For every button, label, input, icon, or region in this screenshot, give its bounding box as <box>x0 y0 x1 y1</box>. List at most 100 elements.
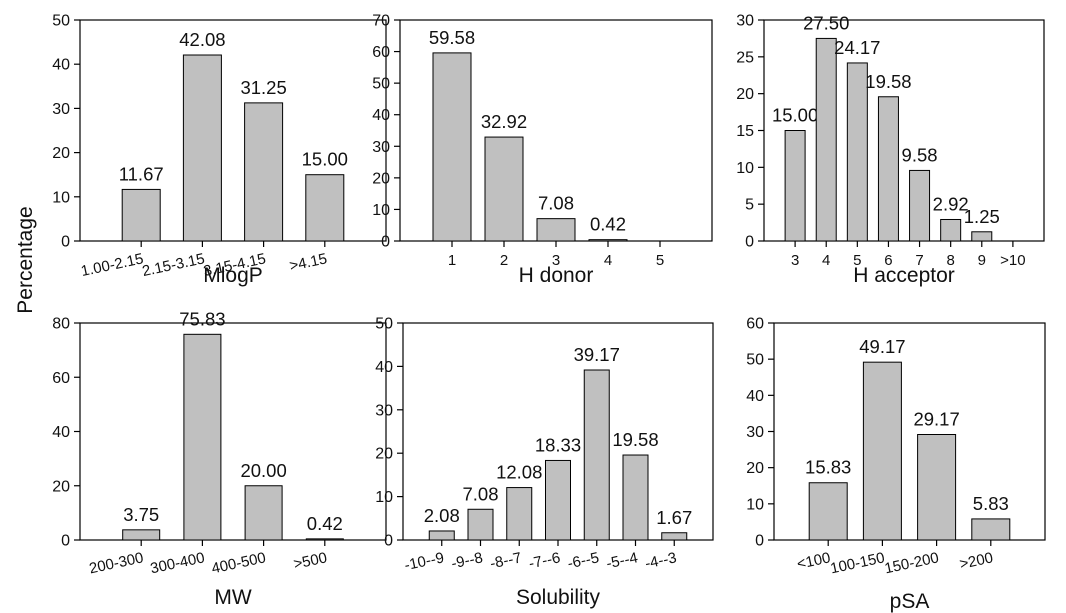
y-tick-label: 30 <box>52 101 70 118</box>
bar <box>583 369 610 541</box>
y-tick-label: 30 <box>372 139 390 156</box>
data-label: 29.17 <box>913 409 959 430</box>
x-tick-label: 150-200 <box>883 549 940 577</box>
data-label: 11.67 <box>119 163 164 184</box>
bar <box>305 538 344 541</box>
bar <box>183 333 222 541</box>
bar <box>244 102 284 242</box>
x-tick-label: 3 <box>552 252 560 269</box>
x-tick-label: -9--8 <box>450 549 485 572</box>
data-label: 3.75 <box>123 504 159 525</box>
bar <box>305 174 345 242</box>
y-tick-label: 80 <box>52 316 70 333</box>
y-tick-label: 10 <box>746 496 764 513</box>
data-label: 42.08 <box>179 29 225 50</box>
bar <box>484 136 524 242</box>
x-tick-label: 200-300 <box>88 549 145 577</box>
bar <box>432 52 472 242</box>
y-tick-label: 10 <box>372 202 390 219</box>
x-tick-label: >500 <box>292 549 329 573</box>
x-tick-label: -5--4 <box>605 549 640 572</box>
x-tick-label: 300-400 <box>149 549 206 577</box>
data-label: 2.92 <box>933 193 969 214</box>
data-label: 5.83 <box>973 493 1009 514</box>
x-tick-label: 2 <box>500 252 508 269</box>
y-tick-label: 0 <box>745 234 754 251</box>
y-tick-label: 0 <box>755 533 764 550</box>
bar <box>622 454 649 541</box>
data-label: 1.25 <box>964 206 1000 227</box>
x-tick-label: 5 <box>853 252 861 269</box>
y-tick-label: 40 <box>372 107 390 124</box>
chart-1: 0 10 20 30 40 50 11.67 1.00-2.15 42.08 2.15-3.15 3… <box>52 13 387 287</box>
x-tick-label: 1.00-2.15 <box>79 250 145 280</box>
plot-frame <box>763 19 1045 242</box>
bar <box>588 239 628 242</box>
x-tick-label: 4 <box>604 252 612 269</box>
data-label: 59.58 <box>429 27 475 48</box>
y-tick-label: 30 <box>746 424 764 441</box>
x-tick-label: 9 <box>978 252 986 269</box>
data-label: 15.00 <box>302 149 348 170</box>
x-tick-label: -4--3 <box>644 549 679 572</box>
x-tick-label: 100-150 <box>829 549 886 577</box>
data-label: 0.42 <box>590 214 626 235</box>
y-tick-label: 10 <box>52 189 70 206</box>
data-label: 2.08 <box>424 505 460 526</box>
x-tick-label: 3 <box>791 252 799 269</box>
y-tick-label: 60 <box>372 44 390 61</box>
x-tick-label: 7 <box>915 252 923 269</box>
bar <box>122 529 161 541</box>
y-tick-label: 50 <box>746 352 764 369</box>
y-tick-label: 5 <box>745 197 754 214</box>
data-label: 19.58 <box>612 429 658 450</box>
x-tick-label: -6--5 <box>566 549 601 572</box>
y-tick-label: 70 <box>372 13 390 30</box>
chart-6: 0 10 20 30 40 50 60 15.83 <100 49.17 100-150 29.17 1… <box>746 316 1046 613</box>
x-tick-label: 5 <box>656 252 664 269</box>
y-tick-label: 20 <box>746 460 764 477</box>
y-tick-label: 20 <box>736 86 754 103</box>
data-label: 39.17 <box>574 344 620 365</box>
y-tick-label: 10 <box>736 160 754 177</box>
y-tick-label: 60 <box>746 316 764 333</box>
y-tick-label: 15 <box>736 123 754 140</box>
x-tick-label: -8--7 <box>489 549 524 572</box>
bar <box>545 459 571 541</box>
x-tick-label: <100 <box>795 549 832 573</box>
bar <box>467 508 494 541</box>
x-tick-label: -10--9 <box>403 549 446 574</box>
x-tick-label: 400-500 <box>210 549 267 577</box>
data-label: 0.42 <box>307 513 343 534</box>
bar <box>121 188 161 242</box>
x-axis-label: H donor <box>519 264 594 287</box>
x-axis-label: H acceptor <box>853 264 955 287</box>
x-tick-label: -7--6 <box>527 549 562 572</box>
chart-5: 0 10 20 30 40 50 2.08 -10--9 7.08 -9--8 12.08 -8--7… <box>375 316 714 609</box>
x-axis-label: Solubility <box>516 586 601 609</box>
y-tick-label: 30 <box>736 13 754 30</box>
data-label: 49.17 <box>859 336 905 357</box>
bar <box>846 62 868 242</box>
y-tick-label: 20 <box>372 170 390 187</box>
bar <box>244 485 283 541</box>
data-label: 7.08 <box>538 193 574 214</box>
bar <box>808 482 848 541</box>
chart-3: 0 5 10 15 20 25 30 15.00 3 27.50 4 24.17 5 19.58 6 9.58… <box>736 12 1045 287</box>
bar <box>877 96 899 242</box>
bar <box>506 487 533 541</box>
data-label: 9.58 <box>902 144 938 165</box>
x-tick-label: 8 <box>946 252 954 269</box>
y-tick-label: 0 <box>61 234 70 251</box>
chart-2: 0 10 20 30 40 50 60 70 59.58 1 32.92 2 7.08 3 0.42 4 5 H … <box>372 13 713 287</box>
bar <box>909 169 931 242</box>
data-label: 1.67 <box>656 507 692 528</box>
y-tick-label: 25 <box>736 49 754 66</box>
bar <box>940 218 962 242</box>
y-tick-label: 50 <box>375 316 393 333</box>
bar <box>917 434 957 541</box>
data-label: 20.00 <box>240 460 286 481</box>
x-axis-label: pSA <box>890 590 930 613</box>
data-label: 75.83 <box>179 308 225 329</box>
